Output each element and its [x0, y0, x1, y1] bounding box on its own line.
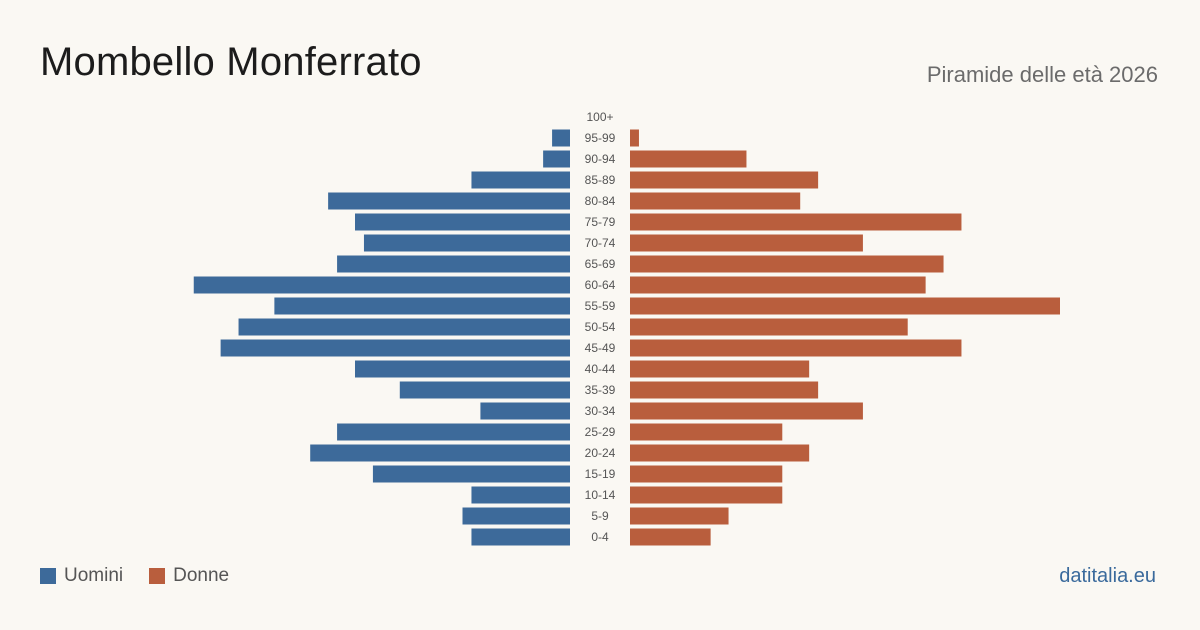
- age-label-95-99: 95-99: [585, 131, 616, 145]
- bar-men-30-34: [480, 402, 570, 420]
- bar-men-90-94: [543, 150, 570, 168]
- legend-swatch-women: [149, 568, 166, 584]
- bar-men-95-99: [552, 129, 570, 147]
- bar-men-55-59: [274, 297, 570, 315]
- age-label-75-79: 75-79: [585, 215, 616, 229]
- age-label-45-49: 45-49: [585, 341, 616, 355]
- age-label-55-59: 55-59: [585, 299, 616, 313]
- bar-women-65-69: [630, 255, 944, 273]
- legend-item-men: Uomini: [40, 565, 123, 587]
- age-label-5-9: 5-9: [591, 509, 609, 523]
- age-label-90-94: 90-94: [585, 152, 616, 166]
- age-label-15-19: 15-19: [585, 467, 616, 481]
- age-label-40-44: 40-44: [585, 362, 616, 376]
- bar-men-60-64: [193, 276, 570, 294]
- bar-women-25-29: [630, 423, 783, 441]
- chart-subtitle: Piramide delle età 2026: [926, 62, 1158, 87]
- bar-women-10-14: [630, 486, 783, 504]
- age-label-25-29: 25-29: [585, 425, 616, 439]
- bar-men-0-4: [471, 528, 570, 546]
- age-label-80-84: 80-84: [585, 194, 616, 208]
- bar-men-20-24: [310, 444, 570, 462]
- legend-label-men: Uomini: [64, 565, 124, 586]
- bar-women-40-44: [630, 360, 810, 378]
- bar-men-85-89: [471, 171, 570, 189]
- bar-women-50-54: [630, 318, 908, 336]
- age-label-10-14: 10-14: [585, 488, 616, 502]
- bar-men-80-84: [328, 192, 570, 210]
- bar-women-80-84: [630, 192, 801, 210]
- bar-men-50-54: [238, 318, 570, 336]
- bar-women-45-49: [630, 339, 962, 357]
- age-label-50-54: 50-54: [585, 320, 616, 334]
- bar-women-35-39: [630, 381, 819, 399]
- bar-men-10-14: [471, 486, 570, 504]
- bar-men-15-19: [372, 465, 570, 483]
- bar-women-55-59: [630, 297, 1060, 315]
- legend: Uomini Donne: [40, 565, 229, 587]
- bar-men-70-74: [363, 234, 570, 252]
- brand-link[interactable]: datitalia.eu: [1059, 565, 1156, 587]
- bar-men-25-29: [337, 423, 570, 441]
- age-label-20-24: 20-24: [585, 446, 616, 460]
- bar-women-0-4: [630, 528, 711, 546]
- bar-women-85-89: [630, 171, 819, 189]
- bar-men-35-39: [399, 381, 570, 399]
- bar-women-75-79: [630, 213, 962, 231]
- legend-item-women: Donne: [149, 565, 229, 587]
- bar-men-5-9: [462, 507, 570, 525]
- legend-swatch-men: [40, 568, 56, 584]
- age-label-100+: 100+: [586, 110, 613, 124]
- age-label-85-89: 85-89: [585, 173, 616, 187]
- bar-women-70-74: [630, 234, 863, 252]
- bar-women-20-24: [630, 444, 810, 462]
- age-label-0-4: 0-4: [591, 530, 609, 544]
- age-label-30-34: 30-34: [585, 404, 616, 418]
- legend-label-women: Donne: [173, 565, 230, 586]
- age-label-65-69: 65-69: [585, 257, 616, 271]
- bar-men-45-49: [220, 339, 570, 357]
- bar-men-65-69: [337, 255, 570, 273]
- bar-women-60-64: [630, 276, 926, 294]
- bar-women-95-99: [630, 129, 639, 147]
- bar-men-75-79: [355, 213, 570, 231]
- age-label-35-39: 35-39: [585, 383, 616, 397]
- bar-women-30-34: [630, 402, 863, 420]
- bar-women-90-94: [630, 150, 747, 168]
- age-label-60-64: 60-64: [585, 278, 616, 292]
- bar-men-40-44: [355, 360, 570, 378]
- age-label-70-74: 70-74: [585, 236, 616, 250]
- bar-women-15-19: [630, 465, 783, 483]
- page-title: Mombello Monferrato: [40, 40, 422, 84]
- bar-women-5-9: [630, 507, 729, 525]
